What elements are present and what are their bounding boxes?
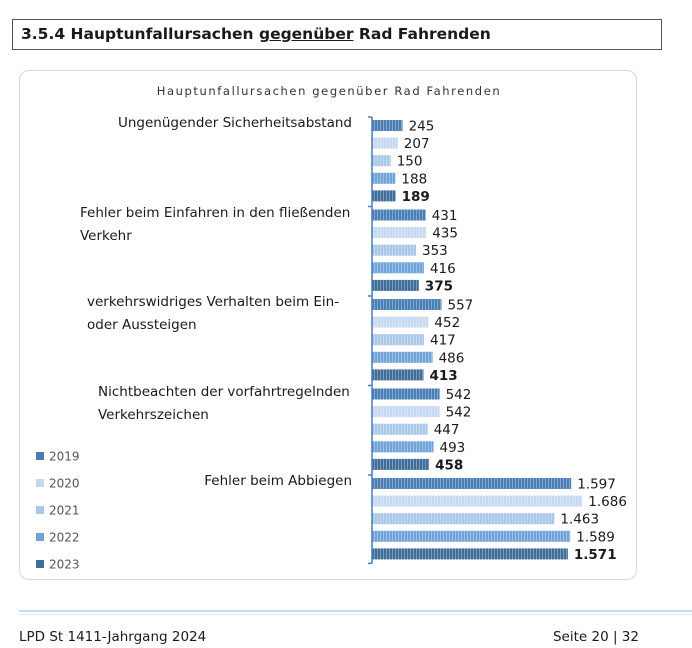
data-label: 458	[435, 457, 463, 473]
category-label-line: verkehrswidriges Verhalten beim Ein-	[87, 294, 340, 310]
legend-swatch-2019	[36, 452, 44, 460]
bar-texture	[372, 458, 430, 470]
data-label: 1.571	[574, 547, 617, 563]
legend-entry: 2019	[49, 450, 80, 464]
data-label: 1.463	[560, 512, 599, 528]
data-label: 189	[402, 189, 430, 205]
data-label: 542	[446, 405, 472, 421]
chart-card: 245 207 150 188 189 431 435 353 416 375 557 452 417 4…	[19, 70, 637, 580]
category-label: Fehler beim Abbiegen	[204, 470, 352, 493]
legend-swatch-2021	[36, 506, 44, 514]
footer-document-id: LPD St 1411-Jahrgang 2024	[19, 629, 207, 645]
data-label: 150	[397, 154, 423, 170]
data-label: 431	[432, 208, 458, 224]
section-title-end: Rad Fahrenden	[358, 25, 491, 43]
category-label-line: Verkehr	[80, 227, 132, 244]
bar-texture	[372, 423, 428, 435]
bar-texture	[372, 406, 440, 418]
data-label: 452	[434, 315, 460, 331]
category-label: Fehler beim Einfahren in den fließenden V…	[80, 202, 350, 248]
data-label: 542	[446, 387, 472, 403]
data-label: 435	[432, 226, 458, 242]
data-label: 188	[401, 171, 427, 187]
data-label: 375	[425, 278, 453, 294]
category-label-line: Ungenügender Sicherheitsabstand	[118, 115, 352, 131]
legend-entry: 2021	[49, 504, 80, 518]
bar-texture	[372, 478, 572, 489]
bar-texture	[372, 316, 429, 328]
footer-page-number: Seite 20 | 32	[552, 629, 639, 645]
bar-texture	[372, 299, 442, 310]
bar-texture	[372, 441, 434, 453]
category-label-line: Fehler beim Einfahren in den fließenden	[80, 204, 351, 221]
data-label: 493	[440, 440, 466, 456]
category-label-line: oder Aussteigen	[87, 317, 197, 333]
data-label: 353	[422, 243, 448, 259]
category-label-line: Fehler beim Abbiegen	[204, 473, 352, 489]
bar-texture	[372, 155, 391, 167]
chart-title: Hauptunfallursachen gegenüber Rad Fahren…	[157, 84, 502, 98]
legend-entry: 2020	[49, 477, 80, 491]
section-heading-box: 3.5.4 Hauptunfallursachen gegenüber Rad …	[12, 19, 662, 50]
data-label: 413	[430, 368, 458, 384]
section-title-start: Hauptunfallursachen	[70, 25, 254, 43]
data-label: 245	[409, 119, 435, 135]
bar-texture	[372, 334, 424, 346]
category-label: Ungenügender Sicherheitsabstand	[118, 112, 352, 135]
bar-texture	[372, 351, 433, 363]
category-label: verkehrswidriges Verhalten beim Ein-oder…	[87, 291, 339, 337]
bar-texture	[372, 530, 571, 542]
legend-swatch-2022	[36, 533, 44, 541]
data-label: 447	[434, 422, 460, 438]
bar-texture	[372, 388, 440, 400]
legend-entry: 2023	[49, 558, 80, 572]
bar-texture	[372, 369, 424, 381]
bar-texture	[372, 137, 398, 149]
bar-texture	[372, 190, 396, 202]
section-heading: 3.5.4 Hauptunfallursachen gegenüber Rad …	[21, 25, 491, 43]
bar-texture	[372, 120, 403, 131]
data-label: 557	[448, 298, 474, 314]
legend-swatch-2020	[36, 479, 44, 487]
bar-chart: 2452071501881894314353534163755574524174…	[36, 84, 627, 572]
footer-divider	[19, 610, 692, 612]
bar-texture	[372, 495, 583, 507]
legend-entry: 2022	[49, 531, 80, 545]
bar-texture	[372, 262, 424, 274]
legend-swatch-2023	[36, 560, 44, 568]
data-label: 486	[439, 350, 465, 366]
footer-divider-secondary	[19, 614, 692, 615]
data-label: 1.589	[576, 529, 615, 545]
section-title-underlined: gegenüber	[258, 25, 354, 43]
bar-texture	[372, 227, 427, 239]
section-number: 3.5.4	[21, 25, 66, 43]
data-label: 1.597	[577, 477, 616, 493]
bar-texture	[372, 513, 555, 525]
bar-texture	[372, 279, 419, 291]
data-label: 416	[430, 261, 456, 277]
bar-texture	[372, 209, 426, 221]
data-label: 1.686	[588, 494, 627, 510]
category-label-line: Nichtbeachten der vorfahrtregelnden	[98, 383, 350, 400]
bar-texture	[372, 548, 568, 560]
category-label-line: Verkehrszeichen	[98, 406, 209, 423]
data-label: 207	[404, 136, 430, 152]
bar-texture	[372, 244, 416, 256]
bar-texture	[372, 172, 396, 184]
category-label: Nichtbeachten der vorfahrtregelnden Verke…	[98, 381, 350, 427]
data-label: 417	[430, 333, 456, 349]
